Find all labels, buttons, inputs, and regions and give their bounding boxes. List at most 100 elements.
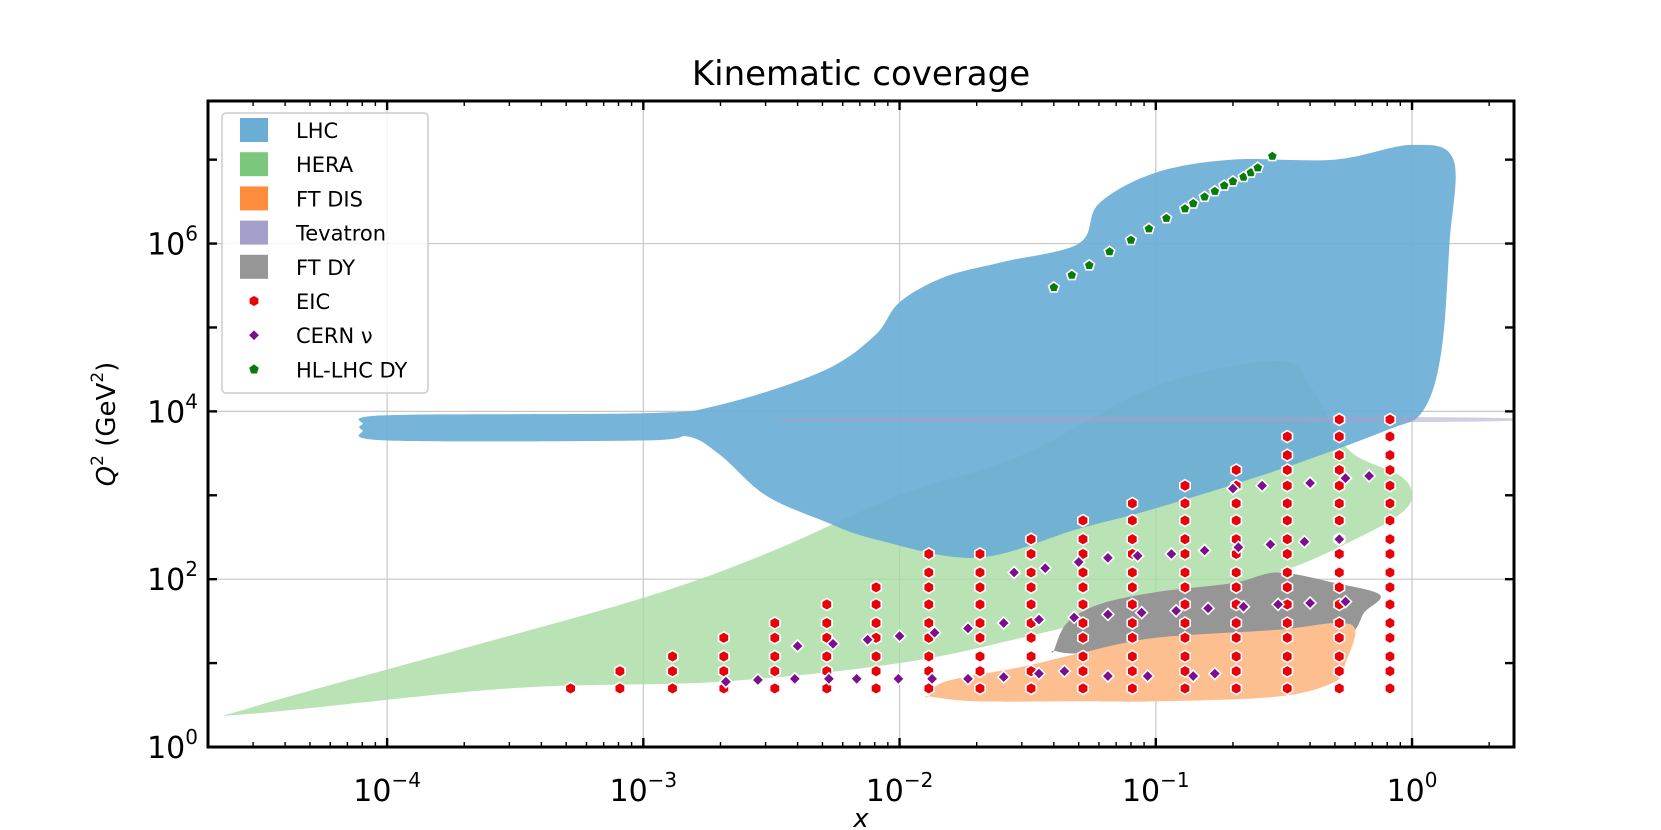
- hl-lhc-dy-point: [1065, 268, 1078, 281]
- cern-point: [1236, 599, 1251, 614]
- hl-lhc-dy-point: [1266, 149, 1279, 162]
- x-axis-label: x: [852, 804, 869, 830]
- eic-point: [1281, 565, 1294, 580]
- eic-point: [1281, 463, 1294, 477]
- eic-point: [1126, 616, 1139, 631]
- eic-point: [1126, 681, 1139, 696]
- eic-point: [1025, 649, 1038, 664]
- cern-point: [1057, 664, 1072, 679]
- eic-point: [1025, 597, 1038, 612]
- x-tick-label: 10−4: [353, 768, 421, 809]
- hl-lhc-dy-point: [1103, 245, 1116, 257]
- cern-point: [1361, 468, 1377, 484]
- data-markers: [564, 149, 1396, 696]
- eic-point: [820, 597, 833, 612]
- cern-point: [924, 671, 940, 686]
- eic-point: [666, 681, 679, 696]
- eic-point: [1333, 513, 1346, 528]
- eic-point: [1384, 532, 1396, 547]
- eic-point: [1333, 630, 1346, 645]
- eic-point: [1333, 463, 1346, 477]
- cern-point: [1207, 666, 1222, 681]
- eic-point: [973, 681, 987, 696]
- cern-point: [996, 615, 1011, 631]
- eic-point: [1179, 532, 1191, 547]
- cern-point: [1031, 612, 1047, 627]
- legend-label-eic: EIC: [296, 290, 330, 314]
- cern-point: [960, 621, 976, 636]
- eic-point: [973, 649, 987, 664]
- axis-ticks: [207, 101, 1514, 749]
- eic-point: [613, 681, 626, 696]
- eic-point: [1281, 580, 1294, 595]
- cern-point: [1038, 561, 1053, 576]
- x-tick-label: 10−1: [1122, 768, 1190, 809]
- eic-point: [1126, 513, 1139, 528]
- cern-point: [1200, 601, 1216, 616]
- eic-point: [1025, 630, 1038, 645]
- eic-point: [1384, 664, 1396, 679]
- cern-point: [750, 672, 766, 688]
- eic-point: [870, 580, 883, 595]
- eic-point: [1179, 630, 1191, 645]
- cern-point: [1338, 594, 1353, 609]
- hl-lhc-dy-point: [1198, 190, 1211, 203]
- eic-point: [1333, 616, 1346, 631]
- eic-point: [1179, 496, 1191, 511]
- eic-point: [1333, 681, 1346, 696]
- y-axis-label: Q2 (GeV2): [88, 362, 122, 487]
- eic-point: [922, 580, 935, 595]
- eic-point: [1384, 412, 1396, 427]
- eic-point: [1077, 565, 1089, 580]
- eic-point: [1384, 597, 1396, 612]
- eic-point: [1179, 513, 1191, 528]
- eic-point: [1384, 448, 1396, 463]
- eic-point: [870, 597, 883, 612]
- eic-point: [1281, 664, 1294, 679]
- cern-point: [1140, 668, 1155, 684]
- eic-point: [1384, 513, 1396, 528]
- eic-point: [870, 616, 883, 631]
- eic-point: [1077, 513, 1089, 528]
- eic-point: [1281, 532, 1294, 547]
- eic-point: [1025, 580, 1038, 595]
- eic-point: [1230, 496, 1243, 511]
- eic-point: [1230, 664, 1243, 679]
- y-tick-labels: 100 102 104 106: [147, 222, 198, 766]
- hl-lhc-dy-point: [1208, 184, 1222, 197]
- cern-point: [1071, 554, 1086, 570]
- eic-point: [1025, 532, 1038, 547]
- chart-title: Kinematic coverage: [692, 54, 1030, 94]
- hl-lhc-dy-point: [1047, 280, 1061, 293]
- cern-point: [1031, 666, 1047, 681]
- cern-point: [891, 671, 906, 686]
- eic-point: [613, 664, 626, 679]
- legend-box: [221, 112, 429, 394]
- hl-lhc-dy-point: [1124, 233, 1138, 246]
- cern-point: [1168, 603, 1184, 618]
- eic-point: [1333, 412, 1346, 427]
- eic-point: [1179, 649, 1191, 664]
- cern-point: [927, 625, 942, 640]
- cern-point: [1066, 610, 1082, 625]
- eic-point: [1384, 463, 1396, 477]
- eic-point: [820, 649, 833, 664]
- eic-point: [1333, 546, 1346, 561]
- eic-point: [1384, 681, 1396, 696]
- eic-point: [1281, 616, 1294, 631]
- cern-point: [790, 638, 805, 654]
- cern-point: [1231, 540, 1246, 555]
- eic-point: [717, 664, 730, 679]
- eic-point: [1126, 630, 1139, 645]
- eic-point: [1333, 448, 1346, 463]
- cern-point: [718, 674, 734, 689]
- eic-point: [1077, 597, 1089, 612]
- eic-point: [1333, 565, 1346, 580]
- eic-point: [1230, 565, 1243, 580]
- eic-point: [717, 649, 730, 664]
- eic-point: [1281, 546, 1294, 561]
- eic-point: [1281, 448, 1294, 463]
- eic-point: [1230, 513, 1243, 528]
- legend-marker-hl-lhc-dy: [247, 362, 261, 376]
- eic-point: [922, 565, 935, 580]
